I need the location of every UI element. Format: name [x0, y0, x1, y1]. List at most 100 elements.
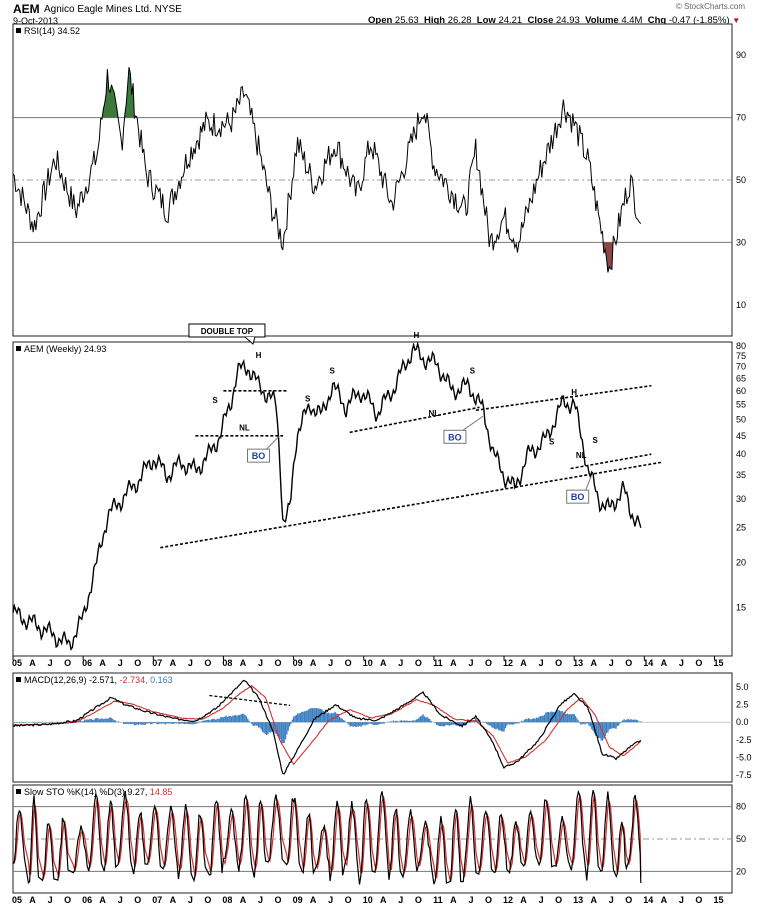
macd-histogram-bar [218, 718, 221, 723]
breakout-label-box [566, 489, 590, 504]
xaxis-labels-main: O [485, 658, 492, 668]
macd-histogram-bar [113, 720, 115, 723]
macd-histogram-bar [229, 715, 231, 723]
sto-title-prefix: Slow STO %K(14) %D(3) [24, 787, 127, 797]
macd-histogram-bar [499, 722, 501, 731]
macd-histogram-bar [127, 722, 129, 724]
macd-histogram-bar [566, 713, 569, 723]
macd-histogram-bar [605, 722, 608, 734]
xaxis-labels-main: A [310, 658, 317, 668]
macd-histogram-bar [154, 722, 156, 723]
macd-histogram-bar [257, 722, 260, 728]
sto-k-line [12, 789, 642, 885]
macd-histogram-bar [91, 719, 94, 723]
macd-histogram-bar [616, 722, 619, 727]
macd-histogram-bar [234, 715, 237, 723]
macd-histogram-bar [13, 722, 16, 724]
macd-histogram-bar [87, 719, 90, 723]
macd-histogram-bar [573, 714, 575, 723]
macd-line [12, 679, 642, 775]
macd-value: -2.571, [89, 675, 120, 685]
breakout-label: BO [571, 492, 585, 502]
macd-histogram-bar [458, 722, 461, 727]
macd-layer: 5.0 2.5 0.0 -2.5 -5.0 -7.5 MACD(12,26,9) -2.57… [12, 675, 752, 780]
macd-histogram-bar [440, 722, 442, 727]
macd-histogram-bar [355, 722, 357, 727]
xaxis-labels-bottom: J [328, 895, 333, 905]
macd-histogram-bar [193, 722, 195, 725]
macd-histogram-bar [274, 722, 276, 733]
low-label: Low [476, 15, 496, 26]
macd-histogram-bar [369, 722, 372, 724]
breakout-pointer [462, 415, 484, 431]
macd-histogram-bar [450, 722, 453, 725]
macd-histogram-bar [259, 722, 261, 728]
macd-histogram-bar [152, 722, 154, 724]
macd-histogram-bar [19, 722, 21, 724]
macd-histogram-bar [297, 713, 299, 723]
macd-histogram-bar [539, 716, 542, 723]
macd-histogram-bar [500, 722, 503, 732]
macd-histogram-bar [442, 722, 445, 727]
rsi-title: RSI(14) 34.52 [24, 26, 80, 36]
macd-histogram-bar [39, 722, 41, 723]
rsi-ytick-label: 50 [736, 175, 746, 185]
sto-layer: 80 50 20 Slow STO %K(14) %D(3) 9.27, 14.85 [12, 787, 746, 885]
macd-histogram-bar [102, 719, 105, 723]
xaxis-labels-bottom: J [48, 895, 53, 905]
macd-histogram-bar [253, 722, 256, 726]
macd-histogram-bar [175, 722, 177, 724]
macd-histogram-bar [266, 722, 268, 736]
macd-histogram-bar [564, 711, 566, 723]
macd-histogram-bar [626, 719, 628, 723]
macd-histogram-bar [600, 722, 602, 741]
price-line [12, 341, 642, 652]
macd-histogram-bar [392, 720, 395, 723]
macd-histogram-bar [619, 722, 621, 724]
macd-histogram-bar [425, 717, 427, 723]
macd-histogram-bar [545, 712, 547, 723]
company-name: Agnico Eagle Mines Ltd. NYSE [44, 4, 182, 15]
double-top-callout-box [188, 323, 266, 338]
macd-histogram-bar [589, 722, 592, 727]
macd-histogram-bar [164, 722, 167, 725]
macd-histogram-bar [491, 722, 493, 728]
macd-histogram-bar [110, 718, 113, 723]
macd-histogram-bar [402, 721, 404, 723]
xaxis-labels-bottom: A [29, 895, 36, 905]
macd-histogram-bar [202, 720, 204, 723]
xaxis-labels-bottom: A [170, 895, 177, 905]
macd-histogram-bar [367, 722, 369, 725]
macd-histogram-bar [306, 710, 308, 723]
macd-histogram-bar [510, 722, 512, 725]
macd-histogram-bar [380, 722, 382, 724]
macd-histogram-bar [182, 722, 184, 724]
macd-histogram-bar [313, 708, 315, 723]
macd-histogram-bar [251, 722, 253, 725]
macd-histogram-bar [411, 720, 413, 723]
macd-histogram-bar [578, 722, 581, 724]
macd-histogram-bar [104, 718, 106, 723]
rsi-ytick-label: 10 [736, 300, 746, 310]
macd-histogram-bar [568, 714, 570, 723]
macd-histogram-bar [488, 722, 490, 726]
macd-histogram-bar [581, 722, 583, 725]
macd-histogram-bar [163, 722, 165, 724]
macd-histogram-bar [28, 722, 30, 723]
macd-histogram-bar [135, 722, 137, 726]
macd-histogram-bar [361, 722, 364, 726]
xaxis-labels-main: O [625, 658, 632, 668]
macd-histogram-bar [305, 710, 307, 723]
xaxis-labels-main: J [48, 658, 53, 668]
macd-histogram-bar [492, 722, 494, 728]
macd-histogram-bar [395, 720, 397, 723]
company-name-text: Agnico Eagle Mines Ltd. [44, 4, 152, 15]
macd-histogram-bar [636, 720, 639, 723]
macd-histogram-bar [541, 715, 543, 723]
xaxis-labels-main: O [204, 658, 211, 668]
macd-histogram-bar [310, 708, 312, 723]
xaxis-labels-bottom: A [661, 895, 668, 905]
xaxis-labels-main: A [170, 658, 177, 668]
xaxis-labels-bottom: 12 [503, 895, 513, 905]
